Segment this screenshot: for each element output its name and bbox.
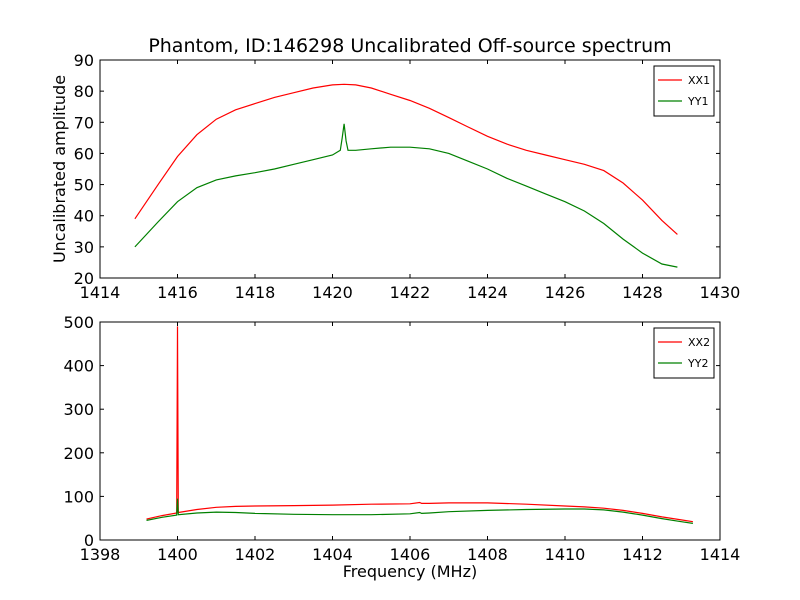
top-series-line-yy1 (134, 123, 678, 268)
top-x-tick-label: 1420 (312, 283, 353, 302)
figure-title: Phantom, ID:146298 Uncalibrated Off-sour… (148, 35, 671, 57)
top-y-tick-label: 50 (74, 176, 94, 195)
bottom-x-tick-label: 1404 (312, 545, 353, 564)
top-plot: 1414 1416 1418 1420 1422 1424 1426 1428 1430 20 30… (50, 51, 740, 302)
top-x-tick-label: 1430 (700, 283, 741, 302)
bottom-y-tick-label: 200 (63, 444, 94, 463)
top-y-tick-label: 90 (74, 51, 94, 70)
bottom-y-tick-label: 300 (63, 400, 94, 419)
bottom-x-tick-label: 1412 (622, 545, 663, 564)
bottom-x-tick-label: 1398 (80, 545, 121, 564)
bottom-x-tick-label: 1406 (390, 545, 431, 564)
top-legend: XX1 YY1 (653, 65, 715, 117)
bottom-legend-label: YY2 (687, 357, 708, 370)
top-x-tick-label: 1418 (235, 283, 276, 302)
top-x-tick-label: 1416 (157, 283, 198, 302)
bottom-legend-label: XX2 (688, 336, 710, 349)
top-x-tick-label: 1414 (80, 283, 121, 302)
bottom-legend-box (653, 327, 715, 379)
bottom-legend: XX2 YY2 (653, 327, 715, 379)
bottom-y-tick-label: 500 (63, 313, 94, 332)
top-series-line-xx1 (134, 83, 678, 235)
top-x-tick-label: 1426 (545, 283, 586, 302)
top-y-tick-label: 20 (74, 269, 94, 288)
top-y-tick-label: 30 (74, 238, 94, 257)
top-axes-frame (99, 59, 721, 279)
bottom-axes-frame (99, 321, 721, 541)
top-y-tick-label: 60 (74, 144, 94, 163)
bottom-series-line-yy2 (146, 498, 693, 524)
bottom-y-tick-label: 100 (63, 487, 94, 506)
top-y-tick-label: 40 (74, 207, 94, 226)
top-y-axis-label: Uncalibrated amplitude (50, 75, 69, 263)
bottom-x-tick-label: 1402 (235, 545, 276, 564)
top-legend-label: YY1 (687, 95, 708, 108)
top-x-tick-label: 1422 (390, 283, 431, 302)
top-y-tick-label: 70 (74, 113, 94, 132)
bottom-x-tick-label: 1410 (545, 545, 586, 564)
top-x-tick-label: 1428 (622, 283, 663, 302)
bottom-series-line-xx2 (146, 326, 693, 523)
top-y-tick-label: 80 (74, 82, 94, 101)
bottom-x-tick-label: 1400 (157, 545, 198, 564)
top-x-tick-label: 1424 (467, 283, 508, 302)
top-legend-box (653, 65, 715, 117)
bottom-x-tick-label: 1408 (467, 545, 508, 564)
bottom-x-tick-label: 1414 (700, 545, 741, 564)
bottom-plot: 1398 1400 1402 1404 1406 1408 1410 1412 1414 0 100… (63, 313, 740, 581)
bottom-y-tick-label: 0 (84, 531, 94, 550)
bottom-x-axis-label: Frequency (MHz) (343, 562, 477, 581)
bottom-y-tick-label: 400 (63, 357, 94, 376)
top-legend-label: XX1 (688, 74, 710, 87)
